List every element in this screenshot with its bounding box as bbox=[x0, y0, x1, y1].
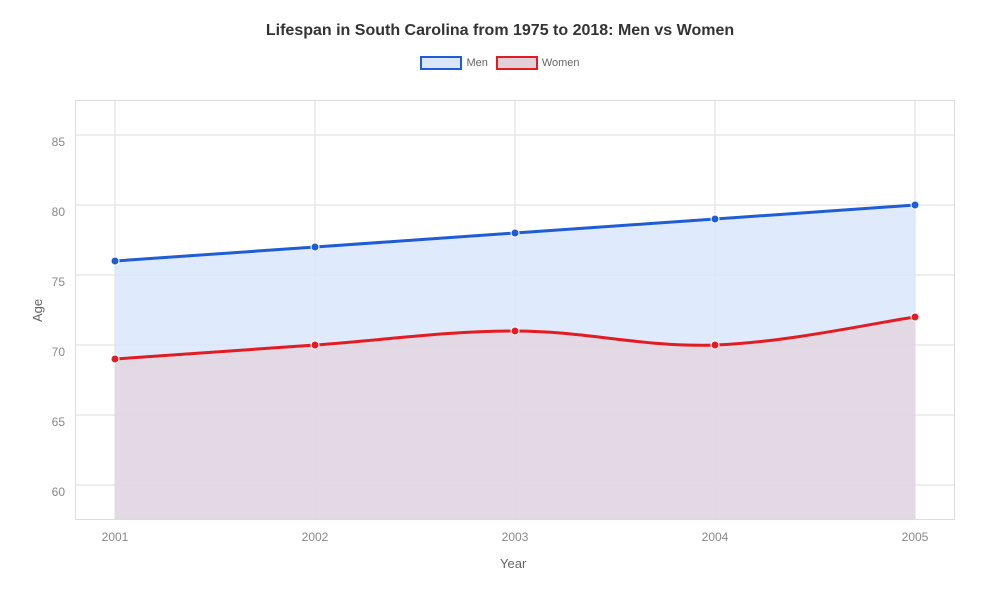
legend-label-women: Women bbox=[542, 57, 580, 69]
x-axis-label: Year bbox=[500, 556, 526, 571]
legend-item-men: Men bbox=[420, 56, 487, 70]
x-tick-label: 2002 bbox=[302, 530, 329, 544]
y-axis-label: Age bbox=[30, 299, 45, 322]
chart-legend: Men Women bbox=[0, 56, 1000, 70]
chart-title: Lifespan in South Carolina from 1975 to … bbox=[0, 22, 1000, 40]
chart-svg bbox=[75, 100, 955, 520]
legend-label-men: Men bbox=[466, 57, 487, 69]
legend-swatch-men bbox=[420, 56, 462, 70]
x-tick-label: 2003 bbox=[502, 530, 529, 544]
x-tick-label: 2004 bbox=[702, 530, 729, 544]
legend-item-women: Women bbox=[496, 56, 580, 70]
chart-plot-area bbox=[75, 100, 955, 520]
x-tick-label: 2005 bbox=[902, 530, 929, 544]
x-tick-label: 2001 bbox=[102, 530, 129, 544]
legend-swatch-women bbox=[496, 56, 538, 70]
